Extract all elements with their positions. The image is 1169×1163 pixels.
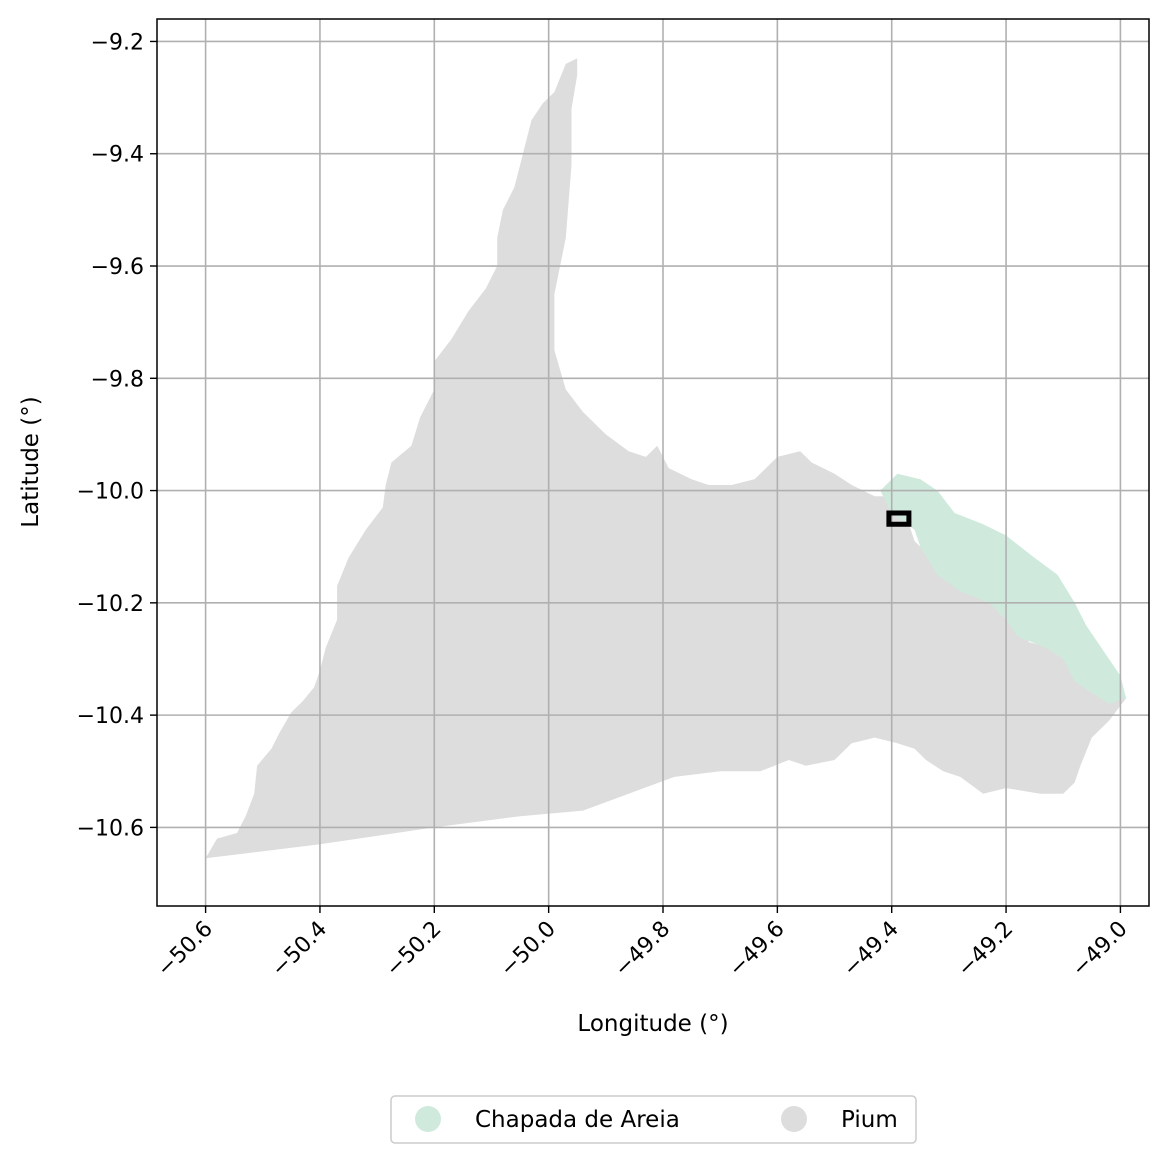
y-tick-label: −9.4 (91, 143, 144, 168)
region-pium (205, 58, 1127, 859)
map-regions (205, 58, 1127, 859)
y-tick-label: −10.0 (77, 480, 144, 505)
y-axis-ticks: −9.2 −9.4 −9.6 −9.8 −10.0 −10.2 −10.4 −10.6 (77, 30, 157, 841)
location-marker (886, 510, 912, 527)
region-chapada-de-areia (880, 473, 1127, 704)
y-tick-label: −10.2 (77, 592, 144, 617)
y-tick-label: −10.6 (77, 816, 144, 841)
legend-frame (390, 1095, 917, 1144)
y-tick-label: −9.2 (91, 30, 144, 55)
grid-lines (157, 19, 1149, 906)
y-axis-title: Latitude (°) (18, 396, 44, 527)
marker-layer (886, 510, 912, 527)
y-tick-label: −9.8 (91, 367, 144, 392)
y-tick-label: −10.4 (77, 704, 144, 729)
legend-swatch-pium (781, 1106, 807, 1132)
plot-frame (156, 18, 1150, 907)
y-tick-label: −9.6 (91, 255, 144, 280)
legend-label-chapada-de-areia: Chapada de Areia (475, 1107, 680, 1133)
legend-label-pium: Pium (841, 1107, 898, 1133)
legend-swatch-chapada-de-areia (415, 1106, 441, 1132)
x-axis-title: Longitude (°) (577, 1011, 728, 1037)
plot-area (156, 18, 1150, 907)
legend: Chapada de Areia Pium (390, 1095, 917, 1144)
